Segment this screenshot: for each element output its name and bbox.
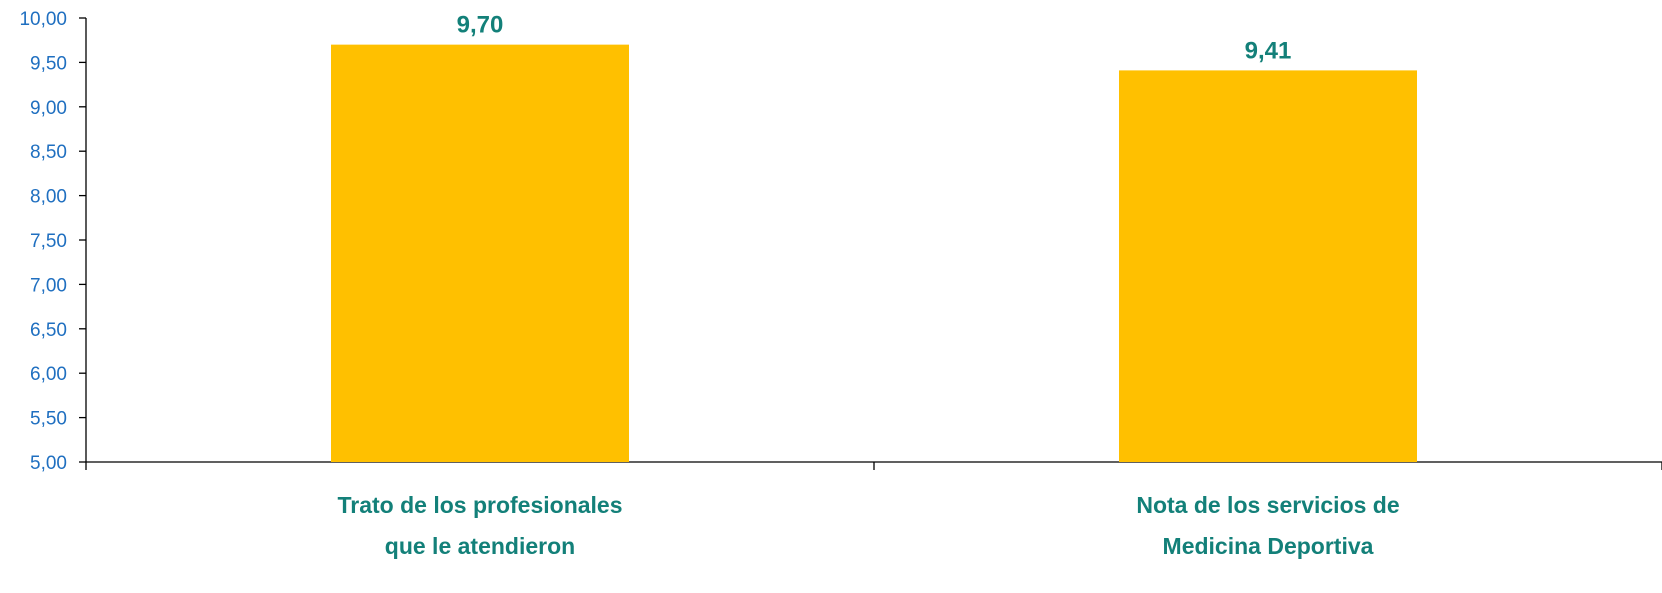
category-label: Nota de los servicios de (1136, 492, 1399, 518)
y-tick-label: 6,50 (30, 320, 67, 341)
data-label: 9,70 (457, 12, 504, 39)
y-axis: 5,00 5,50 6,00 6,50 7,00 7,50 8,00 8,50 9,00 9,50… (19, 9, 87, 474)
y-tick-label: 6,00 (30, 364, 67, 385)
bar (1119, 70, 1417, 462)
y-tick-label: 9,00 (30, 98, 67, 119)
bars (331, 44, 1417, 462)
y-tick-label: 5,50 (30, 409, 67, 430)
y-tick-label: 7,50 (30, 231, 67, 252)
x-axis (85, 461, 1662, 470)
category-label: Trato de los profesionales (337, 492, 622, 518)
bar (331, 44, 629, 462)
y-tick-label: 5,00 (30, 453, 67, 474)
y-tick-label: 9,50 (30, 53, 67, 74)
category-label: Medicina Deportiva (1163, 533, 1374, 559)
category-label: que le atendieron (385, 533, 575, 559)
y-tick-label: 8,50 (30, 142, 67, 163)
y-tick-label: 7,00 (30, 275, 67, 296)
category-labels: Trato de los profesionales que le atendie… (337, 492, 1399, 559)
y-tick-label: 10,00 (19, 9, 67, 30)
y-tick-label: 8,00 (30, 187, 67, 208)
data-labels: 9,70 9,41 (457, 12, 1292, 65)
data-label: 9,41 (1245, 37, 1292, 64)
